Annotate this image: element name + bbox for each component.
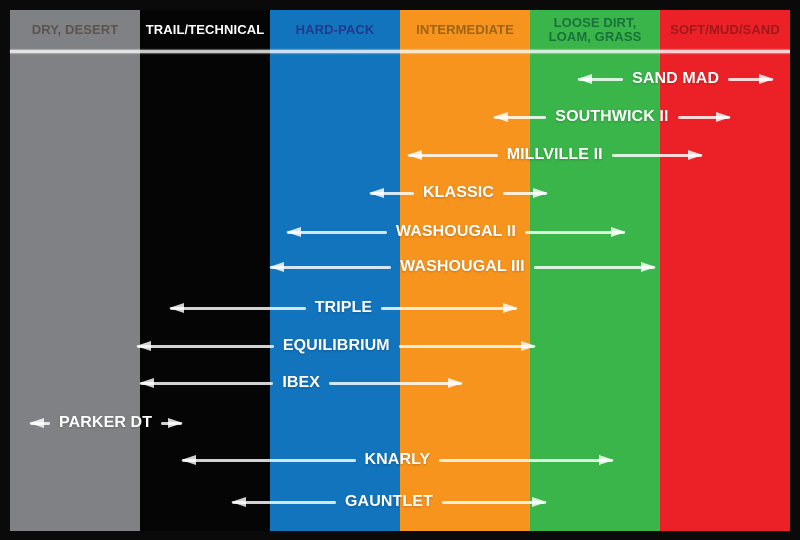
- tire-terrain-chart: DRY, DESERT TRAIL/TECHNICAL HARD-PACK IN…: [10, 10, 790, 531]
- tire-label: WASHOUGAL II: [395, 223, 516, 240]
- range-arrow-right-icon: [611, 149, 703, 160]
- range-arrow-right-icon: [329, 377, 464, 388]
- terrain-columns: DRY, DESERT TRAIL/TECHNICAL HARD-PACK IN…: [10, 10, 790, 531]
- terrain-column-intermediate: INTERMEDIATE: [400, 10, 530, 531]
- range-arrow-left-icon: [136, 340, 274, 351]
- tire-row-gauntlet: GAUNTLET: [231, 491, 547, 513]
- tire-row-washougal-ii: WASHOUGAL II: [285, 221, 626, 243]
- range-arrow-left-icon: [369, 187, 415, 198]
- terrain-column-loose-dirt-loam-grass: LOOSE DIRT, LOAM, GRASS: [530, 10, 660, 531]
- terrain-header-hard-pack: HARD-PACK: [270, 10, 400, 50]
- range-arrow-left-icon: [168, 302, 306, 313]
- tire-row-sand-mad: SAND MAD: [577, 68, 775, 90]
- range-arrow-left-icon: [492, 111, 547, 122]
- tire-row-parker-dt: PARKER DT: [28, 412, 183, 434]
- tire-label: EQUILIBRIUM: [282, 337, 390, 354]
- terrain-header-dry-desert: DRY, DESERT: [10, 10, 140, 50]
- tire-row-millville-ii: MILLVILLE II: [406, 144, 703, 166]
- range-arrow-right-icon: [398, 340, 537, 351]
- tire-row-knarly: KNARLY: [180, 449, 615, 471]
- terrain-header-label: HARD-PACK: [295, 22, 375, 38]
- range-arrow-right-icon: [161, 417, 183, 428]
- terrain-header-label: DRY, DESERT: [31, 22, 119, 38]
- tire-label: TRIPLE: [314, 299, 373, 316]
- range-arrow-left-icon: [406, 149, 498, 160]
- range-arrow-right-icon: [381, 302, 518, 313]
- range-arrow-right-icon: [441, 496, 547, 507]
- tire-label: KLASSIC: [423, 184, 494, 201]
- range-arrow-right-icon: [524, 226, 626, 237]
- tire-label: GAUNTLET: [345, 493, 433, 510]
- range-arrow-left-icon: [231, 496, 336, 507]
- range-arrow-right-icon: [677, 111, 731, 122]
- tire-label: KNARLY: [364, 451, 431, 468]
- tire-row-washougal-iii: WASHOUGAL III: [268, 256, 656, 278]
- tire-label: SAND MAD: [632, 70, 720, 87]
- tire-label: MILLVILLE II: [506, 146, 603, 163]
- terrain-column-hard-pack: HARD-PACK: [270, 10, 400, 531]
- tire-row-equilibrium: EQUILIBRIUM: [136, 335, 537, 357]
- terrain-header-loose-dirt-loam-grass: LOOSE DIRT, LOAM, GRASS: [530, 10, 660, 50]
- range-arrow-left-icon: [180, 454, 356, 465]
- tire-row-triple: TRIPLE: [168, 297, 518, 319]
- terrain-header-intermediate: INTERMEDIATE: [400, 10, 530, 50]
- terrain-header-label: SOFT/MUD/SAND: [670, 22, 780, 38]
- range-arrow-left-icon: [268, 261, 392, 272]
- range-arrow-right-icon: [439, 454, 615, 465]
- terrain-column-trail-technical: TRAIL/TECHNICAL: [140, 10, 270, 531]
- range-arrow-right-icon: [728, 73, 775, 84]
- tire-label: IBEX: [282, 374, 321, 391]
- range-arrow-left-icon: [285, 226, 387, 237]
- range-arrow-left-icon: [138, 377, 274, 388]
- terrain-column-dry-desert: DRY, DESERT: [10, 10, 140, 531]
- terrain-header-soft-mud-sand: SOFT/MUD/SAND: [660, 10, 790, 50]
- terrain-header-label: TRAIL/TECHNICAL: [145, 22, 265, 38]
- range-arrow-right-icon: [502, 187, 548, 198]
- terrain-header-label: LOOSE DIRT, LOAM, GRASS: [548, 15, 642, 44]
- tire-label: SOUTHWICK II: [555, 108, 669, 125]
- range-arrow-left-icon: [577, 73, 624, 84]
- tire-row-klassic: KLASSIC: [369, 182, 548, 204]
- tire-label: PARKER DT: [59, 414, 153, 431]
- tire-row-ibex: IBEX: [138, 372, 464, 394]
- range-arrow-left-icon: [28, 417, 51, 428]
- terrain-header-trail-technical: TRAIL/TECHNICAL: [140, 10, 270, 50]
- header-divider: [10, 50, 790, 53]
- terrain-header-label: INTERMEDIATE: [416, 22, 514, 38]
- tire-rows: SAND MAD SOUTHWICK II MILLVILLE II KLASSIC W…: [10, 10, 790, 531]
- terrain-column-soft-mud-sand: SOFT/MUD/SAND: [660, 10, 790, 531]
- range-arrow-right-icon: [533, 261, 656, 272]
- tire-label: WASHOUGAL III: [400, 258, 525, 275]
- tire-row-southwick-ii: SOUTHWICK II: [492, 106, 731, 128]
